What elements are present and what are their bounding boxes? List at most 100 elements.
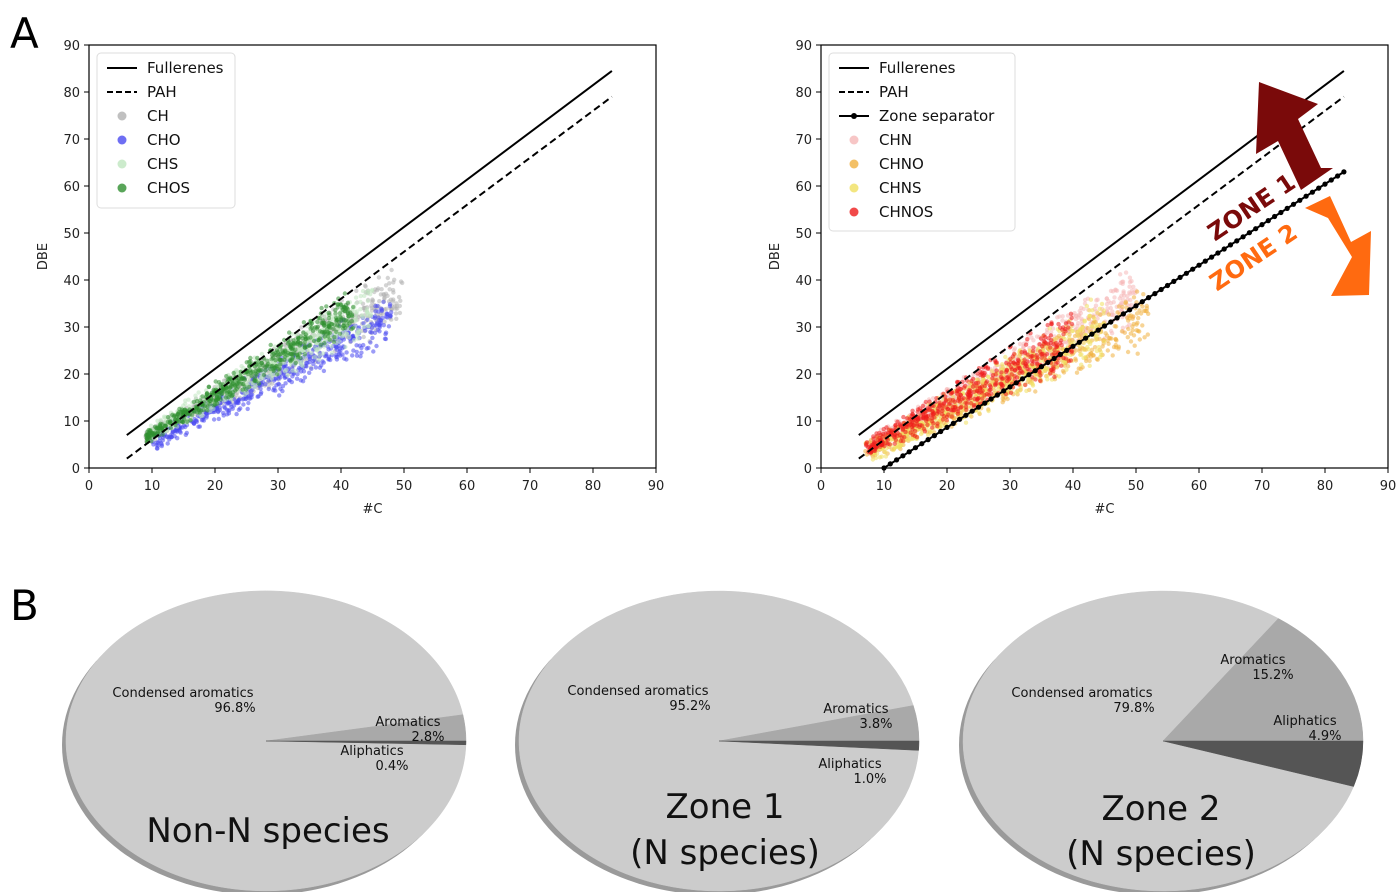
data-point [283, 381, 288, 386]
zone-2-arrow [1305, 196, 1371, 296]
data-point [1089, 324, 1094, 329]
data-point [976, 410, 982, 415]
data-point [312, 354, 317, 360]
data-point [358, 354, 363, 359]
data-point [988, 384, 993, 390]
data-point [365, 313, 370, 318]
data-point [1076, 366, 1082, 371]
data-point [370, 297, 375, 302]
separator-marker [1146, 295, 1152, 301]
data-point [1130, 328, 1135, 333]
data-point [300, 363, 305, 369]
data-point [307, 370, 312, 375]
data-point [1079, 305, 1084, 311]
x-axis-label: #C [1095, 502, 1115, 517]
data-point [943, 397, 949, 403]
separator-marker [925, 437, 931, 443]
data-point [1048, 333, 1054, 338]
pie-label: Aliphatics [340, 744, 403, 759]
data-point [236, 407, 242, 412]
data-point [1030, 348, 1036, 354]
data-point [1087, 308, 1092, 313]
data-point [214, 401, 220, 406]
data-point [1134, 328, 1139, 333]
legend-swatch [117, 183, 127, 193]
separator-marker [963, 412, 969, 418]
data-point [935, 423, 940, 429]
data-point [886, 427, 892, 433]
x-tick-label: 40 [1065, 479, 1082, 494]
data-point [1052, 374, 1057, 380]
data-point [1000, 383, 1006, 388]
data-point [146, 433, 151, 439]
data-point [1079, 362, 1084, 367]
separator-marker [1272, 213, 1278, 220]
data-point [197, 424, 202, 429]
separator-marker [1164, 282, 1171, 289]
data-point [180, 419, 186, 425]
data-point [366, 324, 371, 329]
data-point [351, 338, 357, 343]
data-point [343, 344, 348, 350]
pie-title: Non-N species [146, 811, 389, 851]
legend-swatch [117, 135, 127, 145]
data-point [1106, 341, 1111, 346]
data-point [1127, 279, 1133, 285]
data-point [1118, 280, 1124, 286]
separator-marker [1259, 222, 1265, 228]
separator-marker [1152, 291, 1158, 297]
pie-slice-aliphatics [265, 740, 467, 746]
data-point [345, 300, 351, 305]
data-point [148, 423, 154, 428]
data-point [920, 403, 926, 409]
legend-box [96, 52, 236, 209]
data-point [1030, 354, 1036, 359]
legend-label: CHO [147, 131, 181, 149]
data-point [201, 407, 206, 413]
data-point [246, 384, 252, 390]
data-point [302, 352, 307, 357]
data-point [238, 373, 243, 378]
data-point [342, 356, 347, 361]
data-point [229, 393, 234, 399]
data-point [153, 424, 158, 429]
x-tick-label: 50 [396, 479, 413, 494]
data-point [188, 417, 193, 423]
separator-marker [1070, 343, 1076, 349]
data-point [1061, 332, 1066, 337]
data-point [974, 384, 979, 389]
data-point [1134, 311, 1140, 316]
data-point [1049, 322, 1054, 327]
data-point [1112, 324, 1118, 329]
data-point [266, 386, 271, 392]
data-point [977, 390, 982, 395]
data-point [955, 406, 960, 411]
data-point [1125, 349, 1131, 355]
data-point [146, 427, 151, 433]
data-point [363, 328, 368, 333]
data-point [246, 400, 251, 406]
data-point [1110, 309, 1115, 314]
data-point [277, 393, 282, 398]
data-point [1056, 321, 1061, 327]
data-point [964, 401, 970, 406]
data-point [171, 414, 177, 419]
separator-marker [1227, 242, 1234, 248]
data-point [1114, 338, 1119, 343]
data-point [245, 406, 250, 412]
data-point [350, 353, 355, 358]
data-point [941, 391, 946, 396]
data-point [1090, 353, 1096, 358]
data-point [1102, 339, 1107, 344]
data-point [1008, 356, 1013, 361]
data-point [244, 390, 249, 395]
data-point [259, 360, 264, 366]
data-point [163, 423, 168, 428]
data-point [1128, 331, 1134, 336]
data-point [871, 439, 877, 445]
data-point [337, 311, 343, 316]
data-point [964, 407, 969, 412]
pie-label: Aromatics [1220, 653, 1285, 668]
data-point [1048, 367, 1054, 372]
data-point [318, 342, 323, 348]
